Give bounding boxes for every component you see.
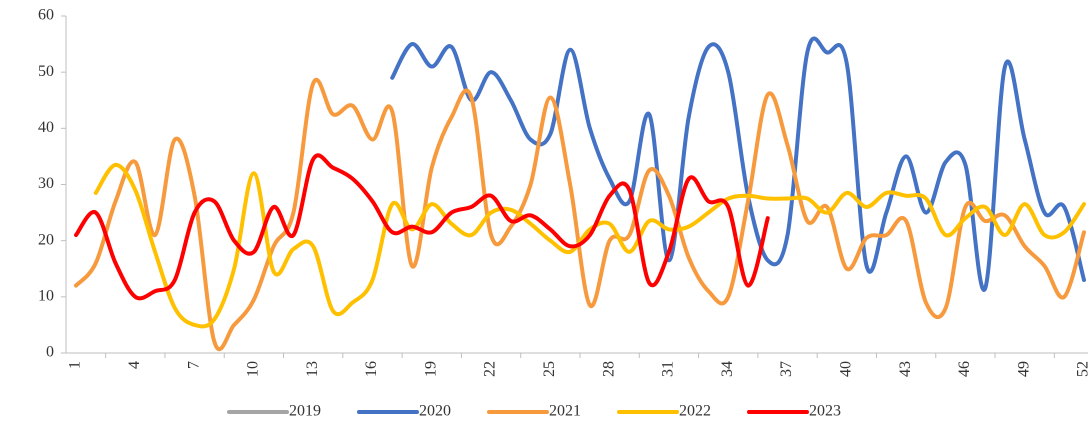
series-line xyxy=(74,78,1086,352)
legend-label: 2021 xyxy=(549,403,581,420)
y-tick-label: 40 xyxy=(38,119,54,136)
x-tick-label: 22 xyxy=(482,361,499,377)
x-tick-label: 19 xyxy=(422,361,439,377)
x-tick-label: 37 xyxy=(778,361,795,377)
y-tick-label: 20 xyxy=(38,231,54,248)
legend-label: 2023 xyxy=(809,403,841,420)
x-tick-label: 43 xyxy=(897,361,914,377)
x-tick-label: 1 xyxy=(67,361,84,369)
series-line xyxy=(74,153,770,301)
x-tick-label: 25 xyxy=(541,361,558,377)
legend-label: 2019 xyxy=(289,403,321,420)
x-tick-label: 40 xyxy=(837,361,854,377)
y-tick-label: 30 xyxy=(38,175,54,192)
x-tick-label: 13 xyxy=(304,361,321,377)
y-tick-label: 10 xyxy=(38,288,54,305)
x-tick-label: 46 xyxy=(956,361,973,377)
x-tick-label: 52 xyxy=(1075,361,1088,377)
x-tick-label: 16 xyxy=(363,361,380,377)
x-tick-label: 28 xyxy=(600,361,617,377)
y-tick-label: 0 xyxy=(46,344,54,361)
x-tick-label: 31 xyxy=(660,361,677,377)
x-tick-label: 10 xyxy=(245,361,262,377)
y-tick-label: 50 xyxy=(38,63,54,80)
legend-label: 2020 xyxy=(419,403,451,420)
x-tick-label: 49 xyxy=(1015,361,1032,377)
legend-label: 2022 xyxy=(679,403,711,420)
series-line xyxy=(93,162,1086,329)
y-tick-label: 60 xyxy=(38,7,54,24)
x-tick-label: 7 xyxy=(185,361,202,369)
x-tick-label: 4 xyxy=(126,361,143,369)
x-tick-label: 34 xyxy=(719,361,736,377)
series-line xyxy=(390,36,1086,292)
